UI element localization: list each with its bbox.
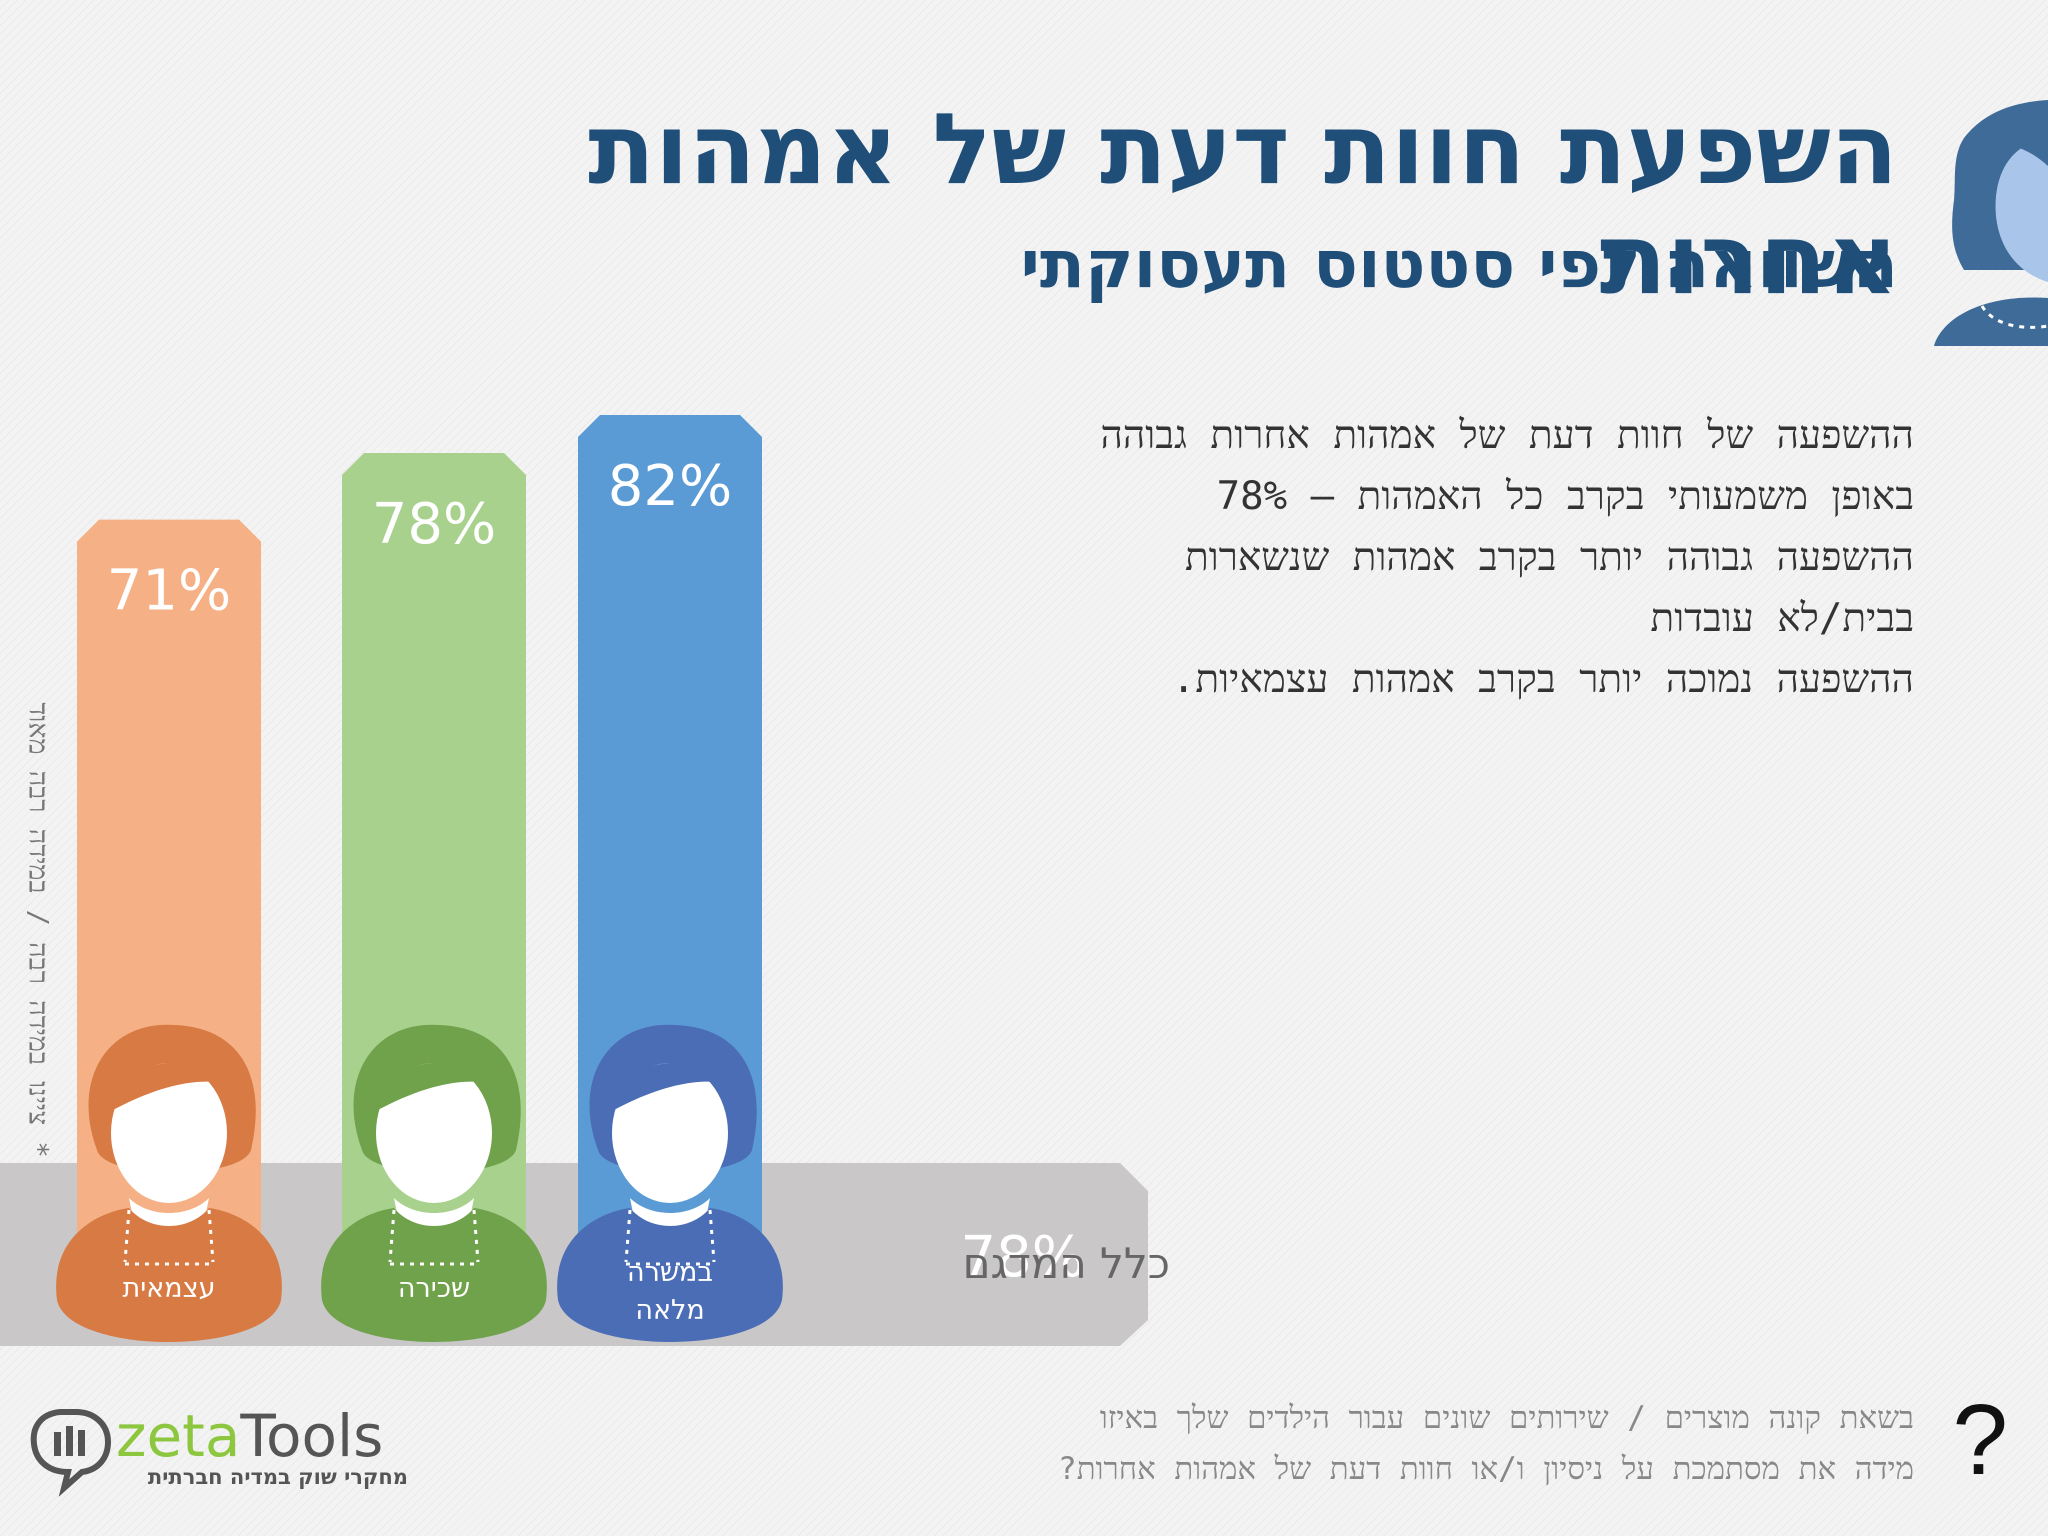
summary-line: ההשפעה נמוכה יותר בקרב אמהות עצמאיות. [1171, 657, 1914, 702]
page-subtitle: השוואה לפי סטטוס תעסוקתי [1020, 226, 1899, 303]
question-mark-icon: ? [1952, 1384, 2008, 1496]
page-title: השפעת חוות דעת של אמהות אחרות [588, 93, 1898, 317]
summary-line: ההשפעה של חוות דעת של אמהות אחרות גבוהה [1100, 413, 1914, 458]
bar-category-label: במשרה מלאה [627, 1257, 713, 1326]
logo-tagline: מחקרי שוק במדיה חברתית [148, 1465, 408, 1489]
summary-line: ההשפעה גבוהה יותר בקרב אמהות שנשארות [1184, 535, 1914, 580]
summary-line: באופן משמעותי בקרב כל האמהות – 78% [1216, 474, 1914, 519]
mother-figure-icon [56, 1024, 282, 1342]
summary-text: ההשפעה של חוות דעת של אמהות אחרות גבוהה … [954, 405, 1914, 710]
bar-value-label: 82% [608, 454, 732, 519]
bar-value-label: 71% [107, 559, 231, 624]
mother-avatar-icon [1934, 100, 2048, 346]
overall-value-label: 78% [961, 1225, 1085, 1290]
survey-question: בשאת קונה מוצרים / שירותים שונים עבור הי… [1058, 1393, 1914, 1495]
bar-category-label: שכירה [398, 1273, 470, 1304]
mother-figure-icon [557, 1024, 783, 1342]
overall-label: כלל המדגם [963, 1239, 1170, 1288]
bar-category-label: עצמאית [122, 1273, 215, 1304]
logo-wordmark: zetaTools [116, 1402, 383, 1470]
mother-figure-icon [321, 1024, 547, 1342]
summary-line: בבית/לא עובדות [1650, 596, 1914, 641]
question-line: בשאת קונה מוצרים / שירותים שונים עבור הי… [1099, 1400, 1914, 1436]
zetatools-logo: zetaTools מחקרי שוק במדיה חברתית [30, 1402, 408, 1497]
bar-value-label: 78% [372, 492, 496, 557]
question-line: מידה את מסתמכת על ניסיון ו/או חוות דעת ש… [1058, 1451, 1914, 1487]
